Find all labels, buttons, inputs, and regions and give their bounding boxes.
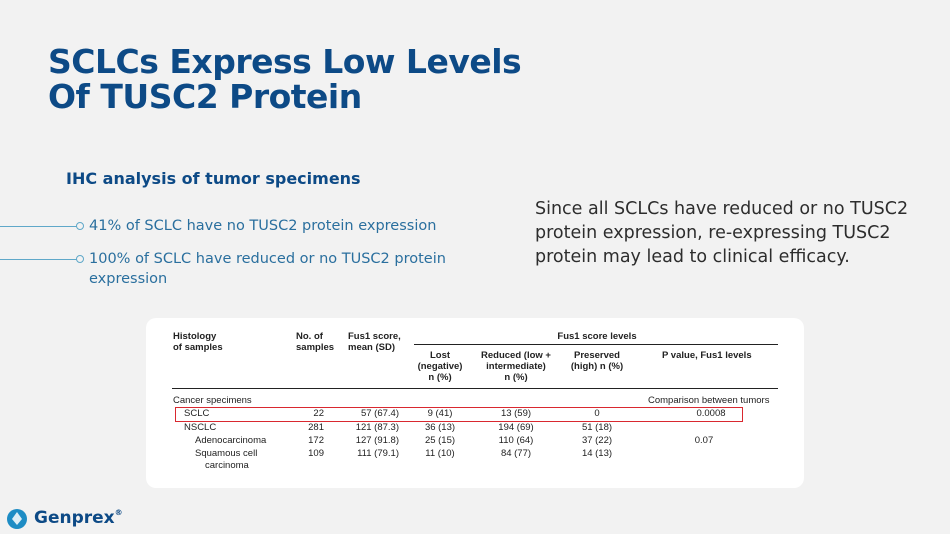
- bullet-2: 100% of SCLC have reduced or no TUSC2 pr…: [89, 251, 446, 267]
- col-header-preserved: Preserved (high) n (%): [570, 350, 624, 372]
- row-nsclc-lost: 36 (13): [424, 422, 456, 433]
- row-squamous-preserved: 14 (13): [581, 448, 613, 459]
- callout-text: Since all SCLCs have reduced or no TUSC2…: [535, 199, 909, 267]
- row-adeno-name: Adenocarcinoma: [195, 435, 267, 446]
- row-squamous-lost: 11 (10): [425, 448, 455, 459]
- row-nsclc-reduced: 194 (69): [498, 422, 534, 433]
- slide-title: SCLCs Express Low Levels Of TUSC2 Protei…: [48, 42, 522, 116]
- col-header-pvalue: P value, Fus1 levels: [662, 350, 752, 361]
- col-header-histology: Histology of samples: [173, 331, 223, 353]
- data-table-card: Histology of samples No. of samples Fus1 s…: [146, 318, 804, 488]
- row-adeno-preserved: 37 (22): [581, 435, 613, 446]
- col-header-fus1-score: Fus1 score, mean (SD): [348, 331, 401, 353]
- row-nsclc-preserved: 51 (18): [581, 422, 613, 433]
- logo-wordmark: Genprex®: [34, 508, 123, 528]
- col-header-samples: No. of samples: [296, 331, 335, 353]
- bullet-dot-1: [76, 222, 84, 230]
- section-note: Comparison between tumors: [648, 395, 770, 406]
- row-sclc-name: SCLC: [184, 408, 210, 419]
- title-line-2: Of TUSC2 Protein: [48, 77, 362, 116]
- col-header-reduced: Reduced (low + intermediate) n (%): [481, 350, 551, 383]
- row-squamous-name-2: carcinoma: [205, 460, 249, 471]
- sclc-highlight-box: [175, 407, 743, 422]
- row-adeno-pvalue: 0.07: [694, 435, 714, 446]
- title-line-1: SCLCs Express Low Levels: [48, 42, 522, 81]
- row-sclc-reduced: 13 (59): [500, 408, 532, 419]
- row-squamous-name: Squamous cell: [195, 448, 258, 459]
- bullet-1: 41% of SCLC have no TUSC2 protein expres…: [89, 218, 437, 234]
- row-adeno-samples: 172: [308, 435, 324, 446]
- row-sclc-fus1: 57 (67.4): [360, 408, 399, 419]
- genprex-logo-icon: [7, 509, 27, 529]
- group-header-fus1-levels: Fus1 score levels: [557, 331, 637, 342]
- row-sclc-preserved: 0: [594, 408, 600, 419]
- subheading: IHC analysis of tumor specimens: [66, 169, 361, 188]
- row-nsclc-name: NSCLC: [184, 422, 217, 433]
- row-squamous-reduced: 84 (77): [500, 448, 532, 459]
- row-adeno-lost: 25 (15): [424, 435, 456, 446]
- bullet-connector-1: [0, 226, 80, 227]
- row-sclc-samples: 22: [313, 408, 324, 419]
- row-sclc-lost: 9 (41): [427, 408, 453, 419]
- row-squamous-fus1: 111 (79.1): [357, 448, 399, 459]
- col-header-lost: Lost (negative) n (%): [417, 350, 463, 383]
- bullet-dot-2: [76, 255, 84, 263]
- bullet-2-continued: expression: [89, 271, 168, 287]
- bullet-connector-2: [0, 259, 80, 260]
- header-rule: [172, 388, 778, 389]
- section-label: Cancer specimens: [173, 395, 252, 406]
- row-sclc-pvalue: 0.0008: [696, 408, 726, 419]
- row-adeno-fus1: 127 (91.8): [355, 435, 399, 446]
- row-adeno-reduced: 110 (64): [498, 435, 534, 446]
- row-squamous-samples: 109: [308, 448, 324, 459]
- row-nsclc-samples: 281: [308, 422, 324, 433]
- group-header-rule: [414, 344, 778, 345]
- row-nsclc-fus1: 121 (87.3): [355, 422, 399, 433]
